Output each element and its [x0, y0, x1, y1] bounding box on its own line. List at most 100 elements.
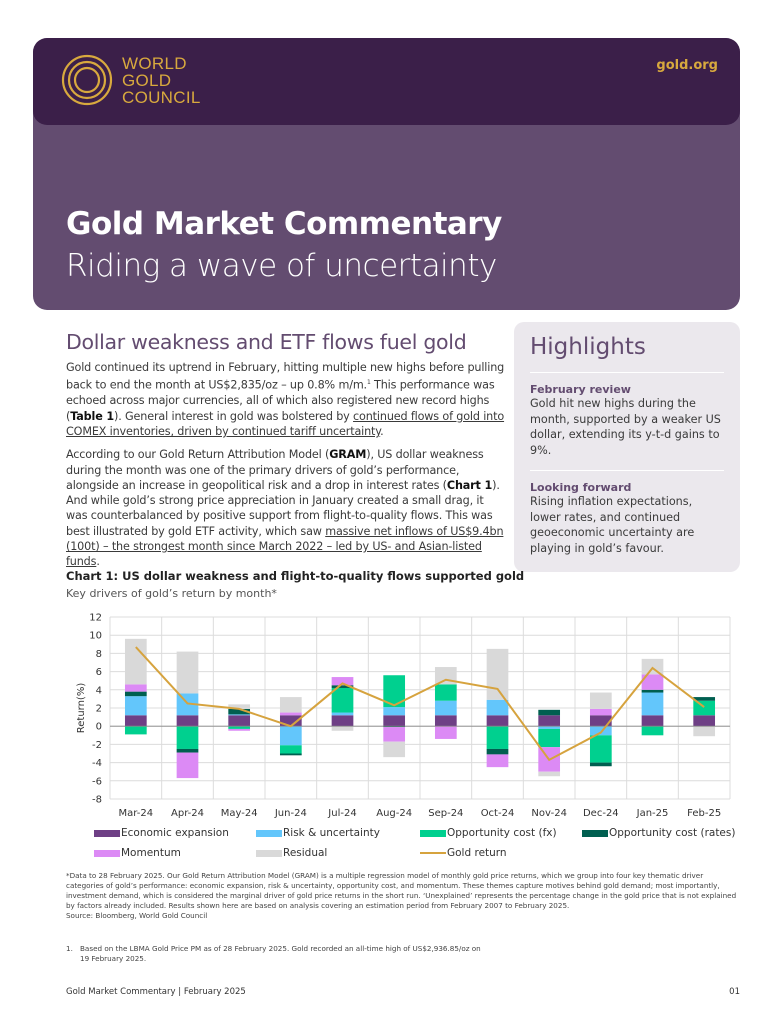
- endnote: 1. Based on the LBMA Gold Price PM as of…: [66, 944, 486, 964]
- bar-segment-momentum: [434, 726, 457, 739]
- page-title: Gold Market Commentary: [66, 206, 502, 242]
- y-tick-label: 8: [96, 649, 102, 660]
- bar-segment-residual: [486, 648, 509, 700]
- x-tick-label: May-24: [221, 808, 258, 819]
- bar-segment-risk-uncertainty: [331, 712, 354, 716]
- bar-segment-momentum: [279, 712, 302, 716]
- y-tick-label: 4: [96, 685, 102, 696]
- table-ref[interactable]: Table 1: [70, 409, 115, 423]
- bar-segment-residual: [279, 697, 302, 713]
- y-tick-label: 12: [89, 613, 102, 624]
- bar-segment-risk-uncertainty: [538, 726, 561, 729]
- bar-segment-momentum: [331, 677, 354, 686]
- bar-segment-opportunity-cost-fx-: [589, 735, 612, 763]
- bar-segment-risk-uncertainty: [486, 699, 509, 716]
- footnote-ref[interactable]: 1: [366, 379, 371, 387]
- bar-segment-momentum: [383, 727, 406, 742]
- legend-item: Risk & uncertainty: [256, 827, 380, 839]
- legend-label: Economic expansion: [121, 827, 229, 839]
- bar-segment-opportunity-cost-fx-: [176, 726, 199, 749]
- bar-segment-residual: [176, 651, 199, 694]
- source-text: Source: Bloomberg, World Gold Council: [66, 911, 208, 920]
- logo-wordmark: WORLD GOLD COUNCIL: [122, 55, 201, 106]
- y-axis-label: Return(%): [76, 683, 87, 734]
- legend-item: Opportunity cost (fx): [420, 827, 557, 839]
- text: .: [96, 555, 100, 569]
- highlight-heading: Looking forward: [530, 481, 632, 494]
- bar-segment-residual: [693, 726, 716, 737]
- y-tick-label: 6: [96, 667, 102, 678]
- hero-banner: WORLD GOLD COUNCIL gold.org Gold Market …: [33, 38, 740, 310]
- y-tick-label: 0: [96, 722, 102, 733]
- etf-flows-link[interactable]: massive net inflows of US$9.4bn (100t) –…: [66, 524, 504, 569]
- gram-ref[interactable]: GRAM: [329, 448, 367, 462]
- chart-ref[interactable]: Chart 1: [446, 478, 493, 492]
- paragraph-1: Gold continued its uptrend in February, …: [66, 360, 506, 439]
- paragraph-2: According to our Gold Return Attribution…: [66, 447, 506, 569]
- top-bar: WORLD GOLD COUNCIL gold.org: [33, 38, 740, 125]
- text: ). And while gold’s strong price appreci…: [66, 478, 500, 538]
- bar-segment-opportunity-cost-rates-: [641, 689, 664, 693]
- site-link[interactable]: gold.org: [656, 58, 718, 73]
- endnote-number: 1.: [66, 944, 73, 953]
- bar-segment-opportunity-cost-fx-: [693, 700, 716, 716]
- legend-item: Opportunity cost (rates): [582, 827, 735, 839]
- x-tick-label: Feb-25: [687, 808, 721, 819]
- bar-segment-momentum: [176, 752, 199, 779]
- legend-swatch: [94, 849, 120, 857]
- highlight-text: Rising inflation expectations, lower rat…: [530, 495, 695, 555]
- bar-segment-opportunity-cost-rates-: [589, 762, 612, 767]
- bar-segment-opportunity-cost-fx-: [331, 687, 354, 713]
- divider: [530, 372, 724, 373]
- bar-segment-opportunity-cost-fx-: [279, 745, 302, 754]
- bar-segment-economic-expansion: [383, 715, 406, 727]
- y-tick-label: 10: [89, 631, 102, 642]
- text: ). General interest in gold was bolstere…: [114, 409, 354, 423]
- bar-segment-opportunity-cost-rates-: [486, 748, 509, 755]
- x-tick-label: Sep-24: [428, 808, 463, 819]
- chart-footnote: *Data to 28 February 2025. Our Gold Retu…: [66, 871, 740, 921]
- bar-segment-residual: [641, 658, 664, 675]
- logo-line: GOLD: [122, 70, 172, 90]
- bar-segment-economic-expansion: [331, 715, 354, 727]
- legend-item: Gold return: [420, 847, 507, 859]
- text: According to our Gold Return Attribution…: [66, 448, 330, 462]
- bar-segment-economic-expansion: [641, 715, 664, 727]
- legend-swatch: [420, 852, 446, 854]
- bar-segment-opportunity-cost-rates-: [693, 697, 716, 701]
- legend-item: Economic expansion: [94, 827, 229, 839]
- bar-segment-opportunity-cost-rates-: [331, 685, 354, 688]
- bar-segment-residual: [124, 638, 147, 685]
- y-tick-label: -4: [92, 758, 102, 769]
- logo-line: COUNCIL: [122, 87, 201, 107]
- bar-segment-risk-uncertainty: [124, 696, 147, 716]
- legend-swatch: [94, 829, 120, 837]
- comex-link[interactable]: continued flows of gold into COMEX inven…: [66, 409, 505, 438]
- bar-segment-momentum: [641, 674, 664, 690]
- text: Gold continued its uptrend in February, …: [66, 361, 505, 393]
- world-gold-council-logo[interactable]: WORLD GOLD COUNCIL: [60, 53, 201, 107]
- x-tick-label: Jan-25: [636, 808, 669, 819]
- gold-return-line: [135, 646, 705, 762]
- x-tick-label: Jun-24: [274, 808, 307, 819]
- x-tick-label: Mar-24: [119, 808, 154, 819]
- x-tick-label: Nov-24: [531, 808, 567, 819]
- divider: [530, 470, 724, 471]
- text: .: [380, 424, 384, 438]
- bar-segment-risk-uncertainty: [383, 707, 406, 716]
- legend-swatch: [582, 829, 608, 837]
- legend-label: Gold return: [447, 847, 507, 859]
- page-subtitle: Riding a wave of uncertainty: [66, 248, 497, 284]
- highlight-heading: February review: [530, 383, 631, 396]
- bar-segment-opportunity-cost-fx-: [486, 726, 509, 749]
- bar-segment-residual: [331, 726, 354, 731]
- legend-label: Risk & uncertainty: [283, 827, 380, 839]
- logo-line: WORLD: [122, 53, 187, 73]
- bar-segment-momentum: [486, 754, 509, 768]
- bar-segment-economic-expansion: [538, 715, 561, 727]
- bar-segment-opportunity-cost-fx-: [124, 726, 147, 735]
- legend-label: Residual: [283, 847, 328, 859]
- x-tick-label: Oct-24: [481, 808, 515, 819]
- legend-swatch: [256, 849, 282, 857]
- concentric-rings-icon: [61, 54, 113, 106]
